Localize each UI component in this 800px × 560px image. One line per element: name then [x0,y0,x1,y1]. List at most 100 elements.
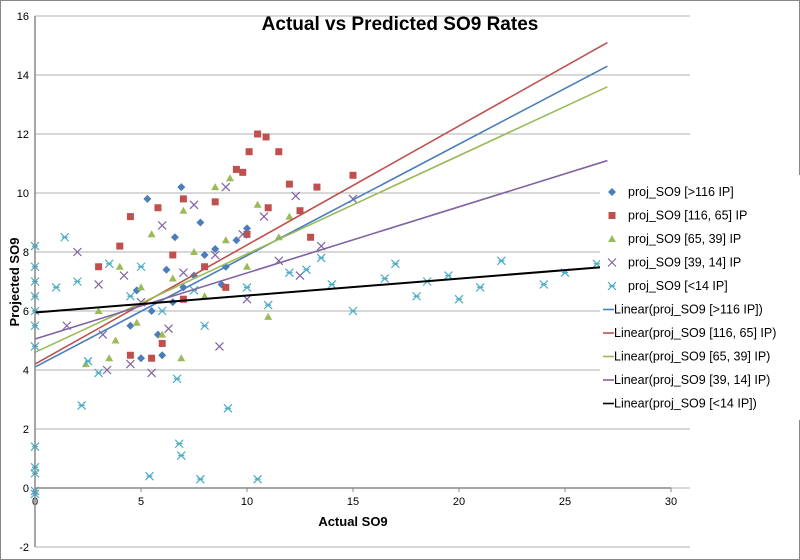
data-point [147,307,156,315]
data-point [285,212,294,220]
data-point [200,250,209,259]
data-point [143,194,152,203]
y-tick-label: 2 [23,424,29,436]
data-point [254,130,262,138]
y-tick-label: 16 [17,11,29,23]
chart-title: Actual vs Predicted SO9 Rates [262,14,539,35]
data-point [179,195,187,203]
data-point [301,265,311,275]
legend-entry: proj_SO9 [<14 IP] [628,279,728,293]
y-axis-label: Projected SO9 [7,238,22,327]
legend-entry: proj_SO9 [39, 14] IP [628,256,741,270]
data-point [147,368,157,378]
legend-entry: proj_SO9 [>116 IP] [628,185,734,199]
data-point [94,368,104,378]
y-tick-label: 12 [17,129,29,141]
data-point [200,321,210,331]
data-point [264,204,272,212]
legend-entry: Linear(proj_SO9 [<14 IP]) [614,397,757,411]
data-point [157,221,167,230]
data-point [275,148,283,156]
data-point [104,259,114,269]
data-point [126,213,134,221]
data-point [116,242,124,250]
y-tick-label: 0 [23,483,29,495]
data-point [232,165,240,173]
data-point [83,356,93,366]
legend-marker [608,235,616,242]
x-axis-label: Actual SO9 [318,514,387,529]
data-point [164,324,173,334]
data-point [243,262,251,270]
data-point [263,300,273,310]
data-point [221,182,231,192]
data-point [190,248,198,255]
data-point [291,191,301,201]
data-point [137,354,145,363]
data-point [157,306,167,316]
legend: proj_SO9 [>116 IP] proj_SO9 [116, 65] IP p… [600,175,800,420]
data-point [285,180,293,188]
legend-entry: proj_SO9 [65, 39] IP [628,232,741,246]
data-point [176,451,186,460]
data-point [172,374,182,384]
data-point [211,198,219,206]
data-point [94,280,104,289]
data-point [539,280,549,289]
data-point [223,403,233,413]
y-tick-label: 10 [17,188,29,200]
data-point [242,282,252,292]
data-point [221,236,230,244]
data-point [94,307,103,314]
data-point [51,282,61,292]
data-point [60,232,70,242]
data-point [239,168,247,176]
y-tick-label: -2 [19,542,29,554]
data-point [412,291,422,301]
data-point [200,292,209,300]
legend-marker [608,212,616,219]
data-point [349,171,357,179]
data-point [158,351,167,360]
data-point [327,280,337,289]
data-point [222,283,230,291]
data-point [72,277,82,286]
data-point [158,339,166,347]
x-tick-label: 10 [241,496,253,508]
data-point [243,230,251,238]
data-point [125,359,135,369]
legend-entry: Linear(proj_SO9 [39, 14] IP) [614,373,770,387]
data-point [154,204,162,212]
data-point [126,351,134,359]
x-tick-label: 5 [138,496,144,508]
legend-marker [607,258,617,267]
data-point [380,274,390,283]
data-point [226,174,235,182]
data-point [95,263,103,271]
data-point [174,439,184,449]
data-point [211,245,220,254]
legend-background [600,175,800,420]
data-point [238,229,248,239]
trendline [34,41,608,365]
data-point [475,282,485,292]
data-point [105,354,114,362]
data-point [170,233,179,242]
trendline [34,265,608,314]
data-point [390,259,400,269]
data-point [195,474,205,484]
data-point [162,265,171,274]
data-point [307,233,315,241]
data-point [111,336,120,344]
data-point [102,365,112,375]
data-point [179,206,188,214]
data-point [348,306,358,316]
data-point [137,283,145,291]
data-point [132,318,141,326]
data-point [454,294,464,304]
data-point [72,247,82,257]
data-point [259,212,269,222]
data-point [168,274,177,282]
data-point [77,400,87,410]
data-point [158,330,167,338]
